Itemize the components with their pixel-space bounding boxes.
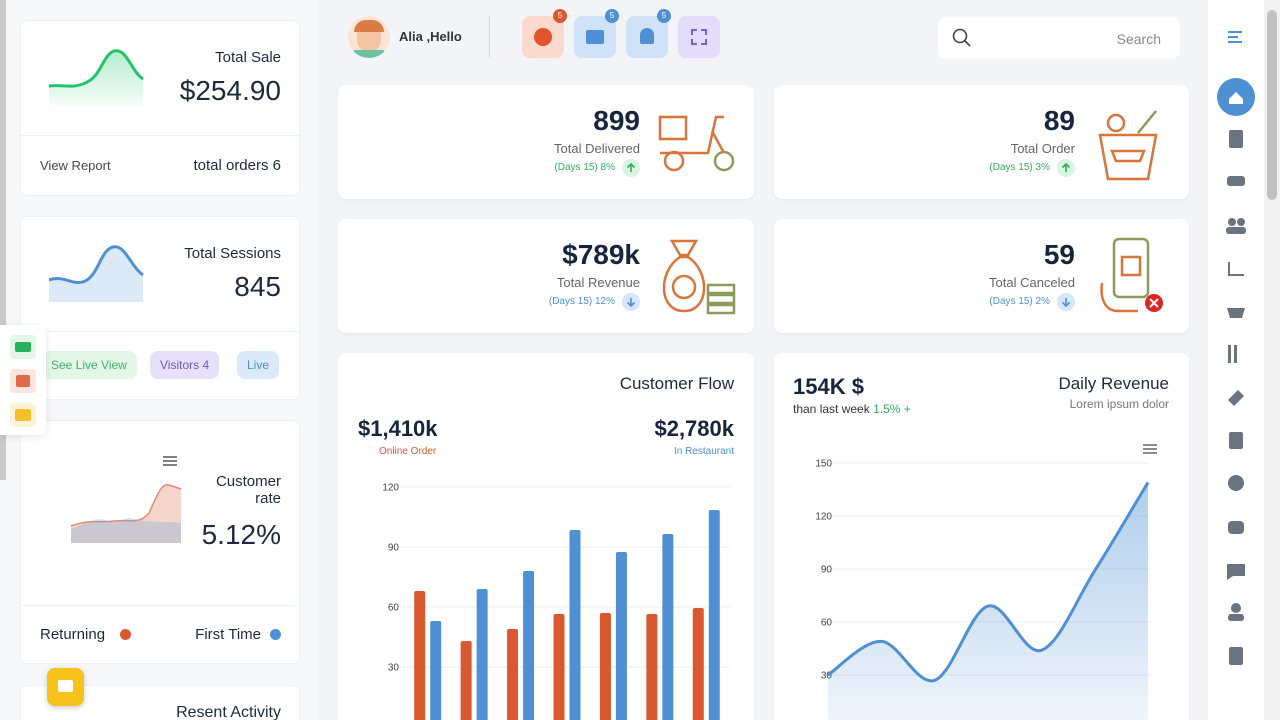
stat-change: (Days 15) 8% [554,162,615,173]
stat-label: Total Canceled [989,275,1075,290]
divider [21,605,299,606]
title: Customer rate [215,473,281,507]
scooter-icon [658,115,735,172]
canceled-order-icon [1100,237,1163,313]
revenue-value: 154K $ [793,374,864,399]
value: $254.90 [179,75,281,106]
scrollbar [0,0,6,480]
title: Total Sale [215,49,281,66]
stat-value: $789k [562,239,640,270]
legend-dot [270,629,281,640]
up-arrow [1057,159,1075,177]
chat-button[interactable] [47,668,84,706]
summary-label: Online Order [379,446,437,457]
avatar[interactable] [348,16,390,58]
legend-dot [120,629,131,640]
badge: 5 [657,9,671,23]
greeting: Alia ,Hello [399,29,462,44]
sale-card: Total Sale $254.90 View Report total ord… [20,20,300,196]
live-view-button[interactable]: See Live View [41,351,137,379]
title: Total Sessions [184,245,281,262]
stat-change: (Days 15) 3% [989,162,1050,173]
change: 1.5% + [873,402,911,416]
divider [489,16,490,58]
sale-sparkline [49,49,144,106]
icon-chat[interactable] [10,403,36,427]
summary-value: $2,780k [654,416,734,441]
icon-image[interactable] [10,369,36,393]
stat-card: 899 Total Delivered (Days 15) 8% [338,85,754,199]
search-placeholder: Search [1116,31,1161,47]
legend-returning: Returning [40,626,106,643]
customer-rate-card: Customer rate 5.12% Returning First Time [20,420,300,664]
stat-value: 89 [1043,105,1075,136]
divider [21,135,299,136]
badge: 5 [553,9,567,23]
summary-label: In Restaurant [673,446,734,457]
orders: total orders 6 [193,157,281,174]
sessions-card: Total Sessions 845 See Live View Visitor… [20,216,300,400]
sidebar-icons [1217,31,1255,665]
search-icon [952,28,971,47]
stat-card: 89 Total Order (Days 15) 3% [774,85,1189,199]
stat-change: (Days 15) 2% [989,296,1050,307]
visitors-button[interactable]: Visitors 4 [150,351,220,379]
money-bag-icon [662,239,736,315]
value: 845 [234,271,281,302]
chart-menu[interactable] [1142,443,1158,457]
sessions-sparkline [49,245,144,302]
revenue-note: than last week 1.5% + [793,402,911,416]
stat-label: Total Revenue [556,275,640,290]
note: than last week [793,402,870,416]
settings-button[interactable]: 5 [522,9,567,58]
customer-flow-card: Customer Flow $1,410k Online Order $2,78… [338,353,754,720]
search-box[interactable]: Search [938,17,1180,59]
down-arrow [622,293,640,311]
chart-subtitle: Lorem ipsum dolor [1069,397,1169,411]
basket-icon [1098,110,1158,181]
stat-value: 59 [1043,239,1075,270]
view-report-link[interactable]: View Report [40,158,111,173]
mail-button[interactable]: 5 [574,9,619,58]
title: Resent Activity [176,704,281,720]
live-button[interactable]: Live [237,351,280,379]
stat-card: 59 Total Canceled (Days 15) 2% [774,219,1189,333]
divider [21,331,299,332]
float-toolbar [0,325,46,435]
summary-value: $1,410k [358,416,438,441]
badge: 5 [605,9,619,23]
icon-money[interactable] [10,335,36,359]
stat-value: 899 [593,105,640,136]
stat-card: $789k Total Revenue (Days 15) 12% [338,219,754,333]
stat-label: Total Delivered [554,141,640,156]
stat-label: Total Order [1010,141,1075,156]
right-sidebar [1208,0,1264,720]
customer-rate-chart [70,456,182,543]
fullscreen-button[interactable] [678,16,720,58]
scrollbar-track [1264,0,1280,720]
bell-button[interactable]: 5 [626,9,671,58]
daily-revenue-card: 154K $ than last week 1.5% + Daily Reven… [774,353,1189,720]
value: 5.12% [201,519,281,550]
chart-title: Daily Revenue [1058,374,1169,393]
chart-title: Customer Flow [619,374,734,393]
down-arrow [1057,293,1075,311]
up-arrow [622,159,640,177]
legend-first-time: First Time [195,626,261,643]
stat-change: (Days 15) 12% [548,296,615,307]
